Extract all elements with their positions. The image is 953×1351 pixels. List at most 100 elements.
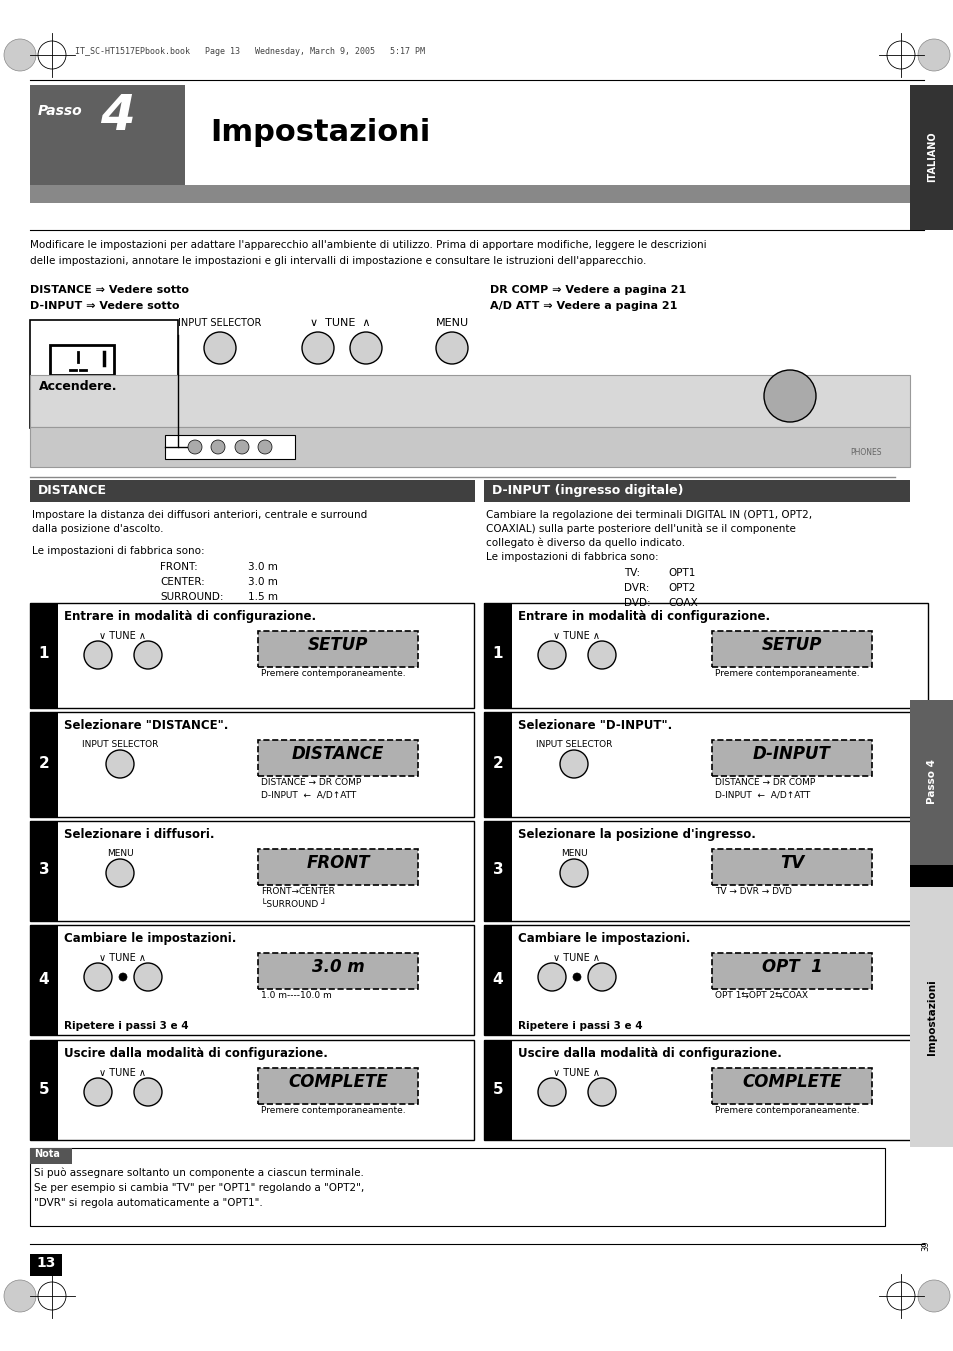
Text: Passo 4: Passo 4 — [926, 759, 936, 804]
Bar — [711, 848, 871, 885]
Text: TV:: TV: — [623, 567, 639, 578]
Bar — [30, 925, 474, 1035]
Text: OPT 1⇆OPT 2⇆COAX: OPT 1⇆OPT 2⇆COAX — [714, 992, 807, 1000]
Circle shape — [350, 332, 381, 363]
Bar — [30, 1040, 474, 1140]
Text: 5: 5 — [492, 1082, 503, 1097]
Text: 5: 5 — [39, 1082, 50, 1097]
Text: Entrare in modalità di configurazione.: Entrare in modalità di configurazione. — [517, 611, 769, 623]
Text: Premere contemporaneamente.: Premere contemporaneamente. — [714, 669, 859, 678]
Circle shape — [84, 640, 112, 669]
Text: 1.0 m----10.0 m: 1.0 m----10.0 m — [261, 992, 332, 1000]
Bar — [30, 1040, 58, 1140]
Circle shape — [133, 963, 162, 992]
Circle shape — [917, 39, 949, 72]
Text: COMPLETE: COMPLETE — [741, 1073, 841, 1092]
Bar — [711, 740, 871, 775]
Text: SURROUND:: SURROUND: — [160, 592, 223, 603]
Text: Le impostazioni di fabbrica sono:: Le impostazioni di fabbrica sono: — [485, 553, 658, 562]
Text: Passo: Passo — [38, 104, 83, 118]
Text: Selezionare i diffusori.: Selezionare i diffusori. — [64, 828, 214, 842]
Text: INPUT SELECTOR: INPUT SELECTOR — [536, 740, 612, 748]
Text: DVD:: DVD: — [623, 598, 650, 608]
Bar — [711, 631, 871, 667]
Text: A/D ATT ⇒ Vedere a pagina 21: A/D ATT ⇒ Vedere a pagina 21 — [490, 301, 677, 311]
Text: D-INPUT  ←  A/D↑ATT: D-INPUT ← A/D↑ATT — [261, 790, 355, 800]
Text: DISTANCE → DR COMP: DISTANCE → DR COMP — [261, 778, 361, 788]
Text: 3.0 m: 3.0 m — [312, 958, 364, 975]
Text: ∨ TUNE ∧: ∨ TUNE ∧ — [99, 631, 147, 640]
Text: Uscire dalla modalità di configurazione.: Uscire dalla modalità di configurazione. — [64, 1047, 328, 1061]
Text: dalla posizione d'ascolto.: dalla posizione d'ascolto. — [32, 524, 163, 534]
Circle shape — [4, 1279, 36, 1312]
Circle shape — [211, 440, 225, 454]
Bar — [30, 712, 58, 817]
Text: 4: 4 — [39, 971, 50, 986]
Circle shape — [559, 750, 587, 778]
Circle shape — [84, 1078, 112, 1106]
Text: ∨ TUNE ∧: ∨ TUNE ∧ — [99, 1069, 147, 1078]
Text: SETUP: SETUP — [761, 636, 821, 654]
Text: ∨ TUNE ∧: ∨ TUNE ∧ — [553, 952, 599, 963]
Bar — [30, 185, 909, 203]
Circle shape — [188, 440, 202, 454]
Text: SETUP: SETUP — [308, 636, 368, 654]
Circle shape — [133, 1078, 162, 1106]
Text: Selezionare la posizione d'ingresso.: Selezionare la posizione d'ingresso. — [517, 828, 755, 842]
Circle shape — [119, 973, 127, 981]
Bar — [483, 1040, 927, 1140]
Text: COAXIAL) sulla parte posteriore dell'unità se il componente: COAXIAL) sulla parte posteriore dell'uni… — [485, 524, 795, 535]
Circle shape — [587, 963, 616, 992]
Circle shape — [587, 1078, 616, 1106]
Text: ITALIANO: ITALIANO — [926, 131, 936, 182]
Text: FRONT: FRONT — [306, 854, 370, 871]
Text: Impostazioni: Impostazioni — [210, 118, 430, 147]
Text: Ripetere i passi 3 e 4: Ripetere i passi 3 e 4 — [517, 1021, 642, 1031]
Bar — [711, 1069, 871, 1104]
Bar — [165, 435, 294, 459]
Bar — [257, 952, 417, 989]
Text: ∨ TUNE ∧: ∨ TUNE ∧ — [553, 1069, 599, 1078]
Text: DISTANCE ⇒ Vedere sotto: DISTANCE ⇒ Vedere sotto — [30, 285, 189, 295]
Text: INPUT SELECTOR: INPUT SELECTOR — [82, 740, 158, 748]
Text: OPT1: OPT1 — [667, 567, 695, 578]
Circle shape — [4, 39, 36, 72]
Text: TV: TV — [779, 854, 803, 871]
Text: "DVR" si regola automaticamente a "OPT1".: "DVR" si regola automaticamente a "OPT1"… — [34, 1198, 262, 1208]
Text: Cambiare le impostazioni.: Cambiare le impostazioni. — [517, 932, 690, 944]
Bar — [30, 821, 474, 921]
Text: CENTER:: CENTER: — [160, 577, 205, 586]
Text: 3.0 m: 3.0 m — [248, 577, 277, 586]
Text: 2: 2 — [492, 755, 503, 770]
Text: DR COMP ⇒ Vedere a pagina 21: DR COMP ⇒ Vedere a pagina 21 — [490, 285, 685, 295]
Text: ∨ TUNE ∧: ∨ TUNE ∧ — [99, 952, 147, 963]
Text: Si può assegnare soltanto un componente a ciascun terminale.: Si può assegnare soltanto un componente … — [34, 1169, 363, 1178]
Bar — [483, 821, 512, 921]
Text: 4: 4 — [492, 971, 503, 986]
Bar — [257, 848, 417, 885]
Bar — [30, 1148, 71, 1165]
Text: DISTANCE: DISTANCE — [292, 744, 384, 763]
Bar — [30, 712, 474, 817]
Text: Premere contemporaneamente.: Premere contemporaneamente. — [261, 669, 405, 678]
Text: Se per esempio si cambia "TV" per "OPT1" regolando a "OPT2",: Se per esempio si cambia "TV" per "OPT1"… — [34, 1183, 364, 1193]
Text: Cambiare le impostazioni.: Cambiare le impostazioni. — [64, 932, 236, 944]
Text: 1.5 m: 1.5 m — [248, 592, 277, 603]
Bar — [30, 1148, 884, 1225]
Bar — [483, 603, 927, 708]
Text: Nota: Nota — [34, 1148, 60, 1159]
Text: ∨  TUNE  ∧: ∨ TUNE ∧ — [310, 317, 370, 328]
Bar — [257, 631, 417, 667]
Bar — [30, 603, 474, 708]
Circle shape — [133, 640, 162, 669]
Text: ∨ TUNE ∧: ∨ TUNE ∧ — [553, 631, 599, 640]
Bar — [30, 603, 58, 708]
Text: Premere contemporaneamente.: Premere contemporaneamente. — [261, 1106, 405, 1115]
Bar — [30, 85, 185, 185]
Text: Premere contemporaneamente.: Premere contemporaneamente. — [714, 1106, 859, 1115]
Bar — [483, 925, 512, 1035]
Text: INPUT SELECTOR: INPUT SELECTOR — [178, 317, 261, 328]
Text: 1: 1 — [39, 647, 50, 662]
Circle shape — [84, 963, 112, 992]
Text: D-INPUT (ingresso digitale): D-INPUT (ingresso digitale) — [492, 484, 682, 497]
